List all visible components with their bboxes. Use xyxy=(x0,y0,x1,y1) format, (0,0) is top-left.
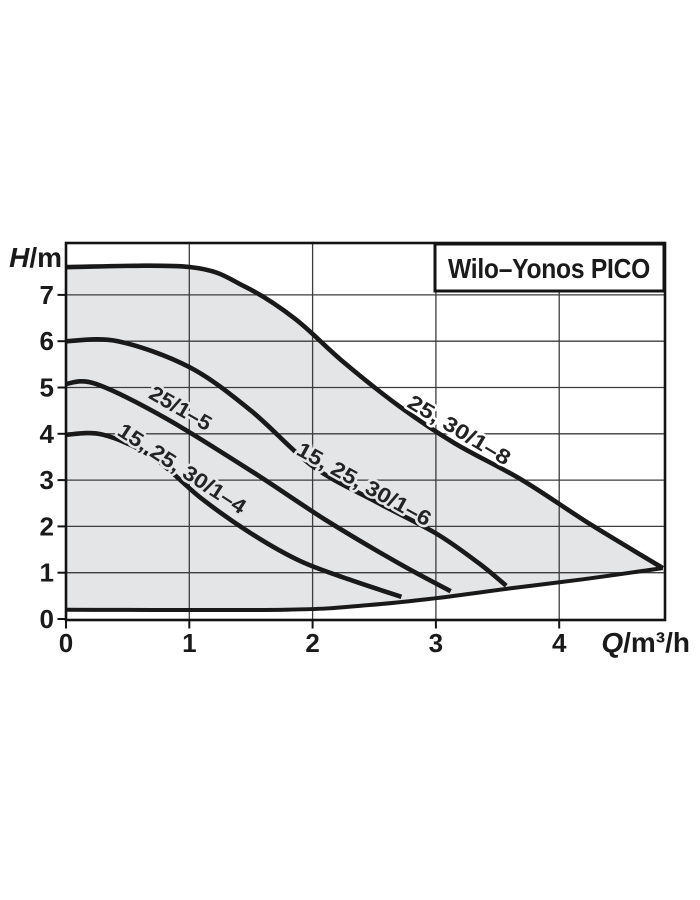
x-tick-label: 0 xyxy=(59,628,73,658)
x-axis-title-symbol: Q xyxy=(601,627,623,658)
y-tick-label: 7 xyxy=(40,280,54,310)
y-tick-label: 5 xyxy=(40,373,54,403)
y-tick-label: 3 xyxy=(40,465,54,495)
y-tick-label: 4 xyxy=(40,419,55,449)
y-tick-label: 2 xyxy=(40,511,54,541)
curve-15-25-30-1-6 xyxy=(65,337,508,588)
x-tick-label: 3 xyxy=(429,628,443,658)
curve-15-25-30-1-4 xyxy=(65,430,403,599)
y-axis-title: H/m xyxy=(9,242,62,273)
chart-title: Wilo–Yonos PICO xyxy=(448,253,650,284)
y-axis-title-symbol: H xyxy=(9,242,30,273)
x-axis-tick-labels: 0 1 2 3 4 xyxy=(59,628,567,658)
min-curve-envelope xyxy=(65,566,664,613)
title-box xyxy=(433,242,666,293)
curve-25-30-1-8 xyxy=(65,263,664,571)
y-tick-label: 0 xyxy=(40,604,54,634)
x-axis-ticks xyxy=(65,620,561,629)
y-axis-title-unit: /m xyxy=(29,242,62,273)
x-tick-label: 1 xyxy=(182,628,196,658)
x-tick-label: 4 xyxy=(552,628,567,658)
horizontal-gridlines xyxy=(66,294,665,574)
y-axis-ticks xyxy=(57,293,66,620)
x-axis-title-unit: /m³/h xyxy=(623,627,690,658)
plot-frame xyxy=(64,241,667,622)
y-axis-tick-labels: 0 1 2 3 4 5 6 7 xyxy=(40,280,55,634)
operating-range-region xyxy=(66,265,663,611)
y-tick-label: 6 xyxy=(40,326,54,356)
curve-25-1-5 xyxy=(65,379,452,594)
x-tick-label: 2 xyxy=(305,628,319,658)
x-axis-title: Q/m³/h xyxy=(601,627,690,658)
y-tick-label: 1 xyxy=(40,558,54,588)
